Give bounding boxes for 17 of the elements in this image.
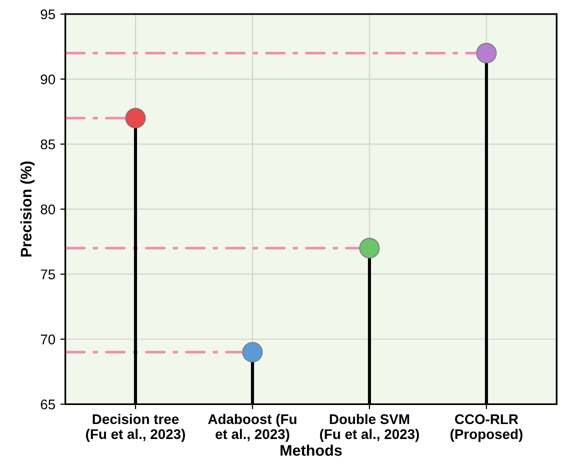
x-axis-title: Methods	[280, 444, 342, 456]
point	[476, 42, 497, 64]
y-tick-label: 75	[40, 270, 56, 280]
y-tick-label: 85	[40, 139, 56, 150]
x-tick-label: Decision tree (Fu et al., 2023)	[86, 414, 185, 442]
y-tick-label: 80	[40, 204, 56, 214]
y-axis-title: Precision (%)	[20, 162, 35, 257]
point	[125, 108, 146, 128]
y-tick-label: 95	[40, 9, 56, 20]
point	[242, 342, 263, 362]
y-tick-label: 65	[40, 400, 56, 410]
x-tick-label: Double SVM (Fu et al., 2023)	[320, 414, 419, 442]
point	[359, 238, 380, 258]
x-tick-label: CCO-RLR (Proposed)	[450, 414, 522, 442]
y-tick-label: 70	[40, 334, 56, 344]
x-tick-label: Adaboost (Fu et al., 2023)	[208, 414, 296, 442]
y-tick-label: 90	[40, 74, 56, 84]
